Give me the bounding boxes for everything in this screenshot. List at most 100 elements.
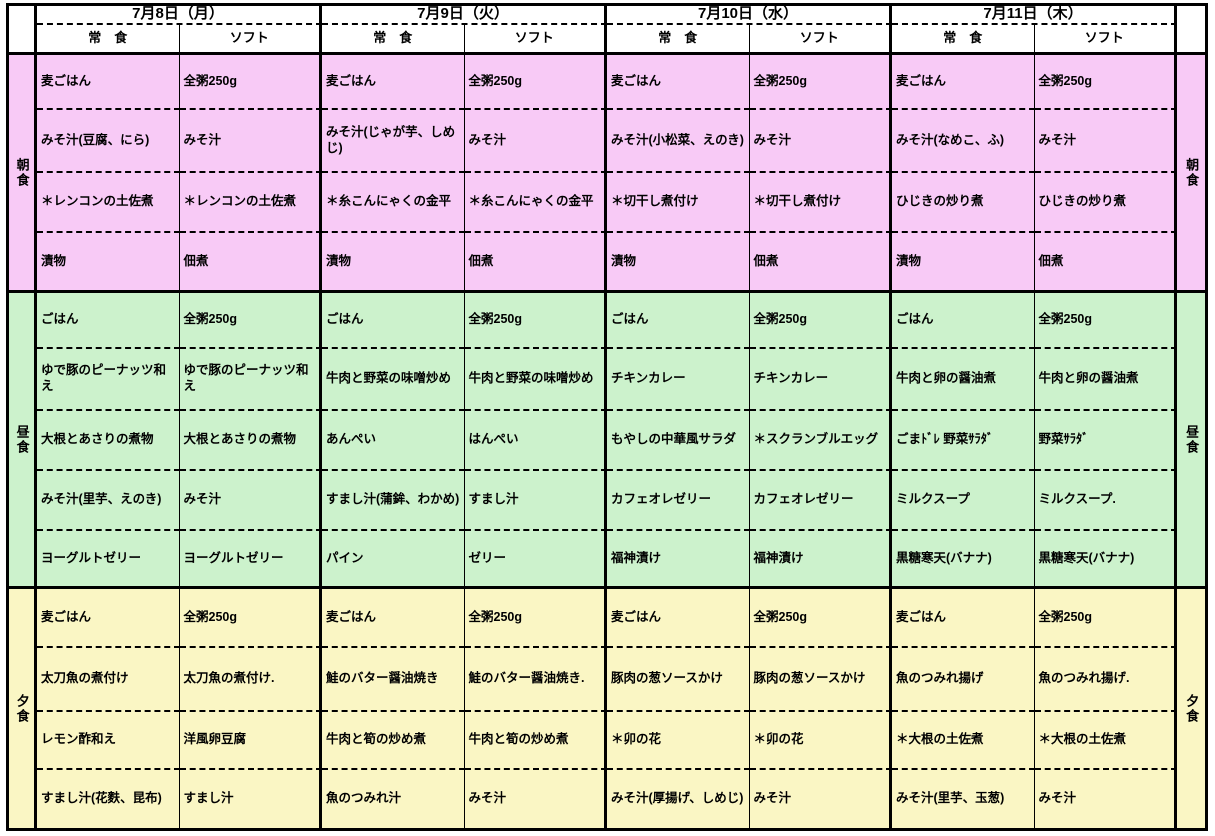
menu-cell: みそ汁: [749, 768, 892, 828]
menu-cell: ゆで豚のピーナッツ和え: [179, 347, 322, 409]
menu-cell: みそ汁(里芋、玉葱): [892, 768, 1035, 828]
menu-cell: 全粥250g: [464, 290, 607, 347]
menu-cell: 佃煮: [179, 231, 322, 290]
menu-cell: 漬物: [37, 231, 180, 290]
menu-cell: 太刀魚の煮付け.: [179, 646, 322, 710]
menu-cell: ヨーグルトゼリー: [179, 529, 322, 586]
menu-cell: 漬物: [892, 231, 1035, 290]
menu-cell: みそ汁: [749, 108, 892, 171]
menu-cell: 牛肉と卵の醤油煮: [1034, 347, 1177, 409]
menu-cell: 福神漬け: [607, 529, 750, 586]
menu-cell: ごまﾄﾞﾚ 野菜ｻﾗﾀﾞ: [892, 409, 1035, 469]
menu-cell: みそ汁(里芋、えのき): [37, 469, 180, 529]
diet-type-header: ソフト: [465, 25, 607, 52]
menu-cell: ＊大根の土佐煮: [1034, 710, 1177, 768]
menu-cell: ひじきの炒り煮: [1034, 171, 1177, 231]
date-header: 7月11日（木）: [892, 6, 1177, 25]
menu-cell: みそ汁: [1034, 108, 1177, 171]
diet-type-header: ソフト: [180, 25, 322, 52]
menu-cell: 牛肉と卵の醤油煮: [892, 347, 1035, 409]
menu-cell: 麦ごはん: [892, 52, 1035, 108]
menu-cell: 洋風卵豆腐: [179, 710, 322, 768]
menu-cell: みそ汁: [464, 108, 607, 171]
menu-cell: 漬物: [322, 231, 465, 290]
menu-cell: すまし汁(花麩、昆布): [37, 768, 180, 828]
menu-cell: 麦ごはん: [37, 586, 180, 646]
menu-cell: 牛肉と筍の炒め煮: [464, 710, 607, 768]
menu-cell: 麦ごはん: [322, 586, 465, 646]
menu-cell: 麦ごはん: [607, 586, 750, 646]
side-label-breakfast-right: 朝食: [1177, 52, 1205, 290]
menu-cell: 豚肉の葱ソースかけ: [749, 646, 892, 710]
menu-cell: もやしの中華風サラダ: [607, 409, 750, 469]
menu-cell: 麦ごはん: [607, 52, 750, 108]
menu-cell: ＊大根の土佐煮: [892, 710, 1035, 768]
menu-cell: 牛肉と野菜の味噌炒め: [322, 347, 465, 409]
menu-cell: 福神漬け: [749, 529, 892, 586]
menu-cell: ＊糸こんにゃくの金平: [322, 171, 465, 231]
menu-cell: 麦ごはん: [322, 52, 465, 108]
diet-type-header: ソフト: [1035, 25, 1177, 52]
menu-cell: 佃煮: [749, 231, 892, 290]
meal-menu-table: 7月8日（月） 7月9日（火） 7月10日（水） 7月11日（木）常 食ソフト常 食ソ…: [6, 3, 1208, 831]
menu-cell: あんぺい: [322, 409, 465, 469]
menu-cell: ＊レンコンの土佐煮: [179, 171, 322, 231]
diet-type-header: 常 食: [322, 25, 465, 52]
date-header: 7月8日（月）: [37, 6, 322, 25]
menu-cell: ヨーグルトゼリー: [37, 529, 180, 586]
menu-cell: 全粥250g: [464, 52, 607, 108]
menu-cell: カフェオレゼリー: [607, 469, 750, 529]
menu-cell: ミルクスープ.: [1034, 469, 1177, 529]
date-header: 7月10日（水）: [607, 6, 892, 25]
corner-cell-right: [1177, 6, 1205, 52]
menu-cell: ＊卯の花: [607, 710, 750, 768]
menu-cell: ごはん: [37, 290, 180, 347]
menu-cell: 牛肉と筍の炒め煮: [322, 710, 465, 768]
diet-type-header: 常 食: [892, 25, 1035, 52]
menu-cell: カフェオレゼリー: [749, 469, 892, 529]
menu-cell: ミルクスープ: [892, 469, 1035, 529]
diet-type-header: ソフト: [750, 25, 892, 52]
corner-cell-left: [9, 6, 37, 52]
menu-cell: 鮭のバター醤油焼き.: [464, 646, 607, 710]
menu-cell: チキンカレー: [607, 347, 750, 409]
menu-cell: 大根とあさりの煮物: [179, 409, 322, 469]
menu-cell: みそ汁: [1034, 768, 1177, 828]
menu-cell: 魚のつみれ揚げ: [892, 646, 1035, 710]
menu-cell: 麦ごはん: [37, 52, 180, 108]
menu-cell: 全粥250g: [749, 586, 892, 646]
menu-cell: 佃煮: [1034, 231, 1177, 290]
menu-cell: みそ汁: [464, 768, 607, 828]
menu-cell: みそ汁(厚揚げ、しめじ): [607, 768, 750, 828]
menu-cell: ひじきの炒り煮: [892, 171, 1035, 231]
menu-cell: 全粥250g: [749, 290, 892, 347]
menu-cell: みそ汁: [179, 469, 322, 529]
menu-cell: ゼリー: [464, 529, 607, 586]
menu-cell: 全粥250g: [1034, 290, 1177, 347]
menu-cell: パイン: [322, 529, 465, 586]
menu-cell: 全粥250g: [179, 586, 322, 646]
menu-cell: ＊切干し煮付け: [607, 171, 750, 231]
side-label-dinner-left: 夕食: [9, 586, 37, 828]
menu-cell: ＊糸こんにゃくの金平: [464, 171, 607, 231]
menu-cell: すまし汁: [464, 469, 607, 529]
diet-type-header: 常 食: [37, 25, 180, 52]
menu-cell: 全粥250g: [179, 290, 322, 347]
menu-cell: 漬物: [607, 231, 750, 290]
menu-cell: ＊スクランブルエッグ: [749, 409, 892, 469]
menu-cell: 大根とあさりの煮物: [37, 409, 180, 469]
menu-cell: 魚のつみれ汁: [322, 768, 465, 828]
side-label-breakfast-left: 朝食: [9, 52, 37, 290]
date-header: 7月9日（火）: [322, 6, 607, 25]
menu-cell: 魚のつみれ揚げ.: [1034, 646, 1177, 710]
menu-cell: 佃煮: [464, 231, 607, 290]
side-label-dinner-right: 夕食: [1177, 586, 1205, 828]
menu-cell: はんぺい: [464, 409, 607, 469]
menu-cell: 全粥250g: [464, 586, 607, 646]
menu-cell: ごはん: [892, 290, 1035, 347]
menu-cell: 全粥250g: [179, 52, 322, 108]
diet-type-header: 常 食: [607, 25, 750, 52]
menu-cell: 全粥250g: [749, 52, 892, 108]
menu-cell: 黒糖寒天(バナナ): [892, 529, 1035, 586]
menu-cell: 鮭のバター醤油焼き: [322, 646, 465, 710]
